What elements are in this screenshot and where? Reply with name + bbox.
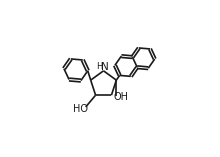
Text: OH: OH bbox=[114, 92, 128, 102]
Text: HO: HO bbox=[73, 104, 88, 114]
Text: N: N bbox=[101, 62, 109, 72]
Text: H: H bbox=[96, 62, 103, 71]
